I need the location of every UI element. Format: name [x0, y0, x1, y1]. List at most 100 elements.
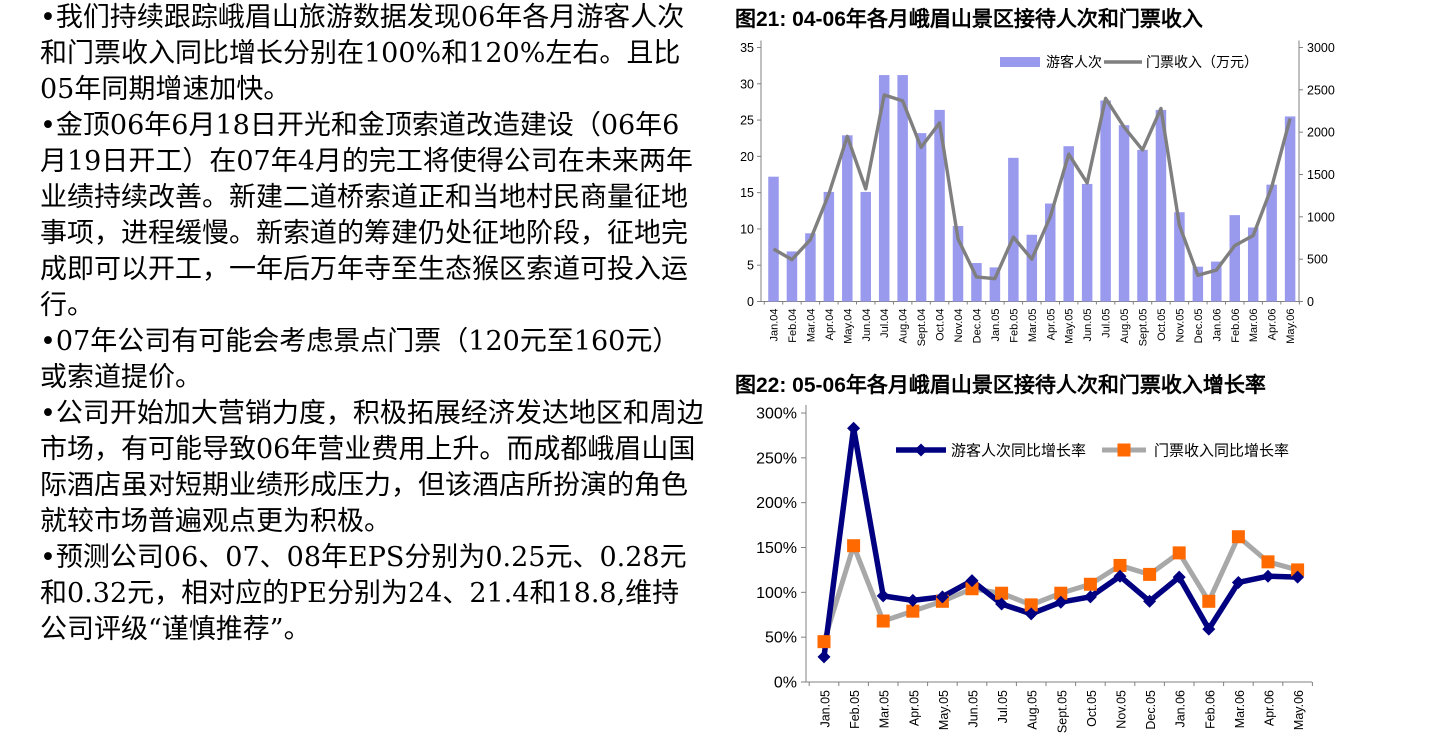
note-paragraph-1: •我们持续跟踪峨眉山旅游数据发现06年各月游客人次和门票收入同比增长分别在100…: [40, 2, 685, 105]
left-axis-tick-label: 5: [747, 259, 754, 273]
left-axis-tick-label: 35: [740, 41, 754, 55]
x-axis-month-label: Jun.05: [1082, 309, 1094, 342]
x-axis-month-label: Mar.06: [1233, 690, 1247, 728]
right-axis-tick-label: 1500: [1307, 168, 1335, 182]
right-axis-tick-label: 0: [1307, 295, 1314, 309]
bar-Apr.05: [1045, 203, 1056, 302]
ticket-revenue-line: [772, 93, 1292, 281]
note-paragraph-5: •预测公司06、07、08年EPS分别为0.25元、0.28元和0.32元，相对…: [40, 542, 687, 645]
x-axis-month-label: Nov.05: [1174, 309, 1186, 343]
x-axis-month-label: Jan.06: [1211, 309, 1223, 342]
ticket-growth-legend-marker: [1117, 443, 1131, 457]
y-axis-tick-label: 0%: [774, 675, 797, 692]
note-paragraph-2: •金顶06年6月18日开光和金顶索道改造建设（06年6月19日开工）在07年4月…: [40, 110, 693, 321]
y-axis-tick-label: 250%: [756, 450, 797, 467]
bar-Apr.06: [1266, 184, 1277, 302]
x-axis-month-label: Nov.04: [953, 309, 965, 343]
x-axis-month-label: Aug.05: [1026, 690, 1040, 730]
left-axis-tick-label: 10: [740, 222, 754, 236]
x-axis-month-label: Mar.06: [1248, 309, 1260, 343]
x-axis-month-label: Mar.05: [878, 690, 892, 728]
x-axis-month-label: Mar.05: [1027, 309, 1039, 343]
x-axis-month-label: Oct.05: [1156, 309, 1168, 341]
bar-Mar.05: [1026, 234, 1038, 302]
visitor-growth-line: [821, 425, 1298, 658]
left-axis-tick-label: 15: [740, 186, 754, 200]
x-axis-month-label: Jul.04: [879, 309, 891, 338]
visitor-legend-label: 游客人次: [1046, 54, 1102, 70]
bar-Jan.04: [768, 176, 779, 302]
left-axis-tick-label: 30: [740, 77, 754, 91]
x-axis-month-label: May.06: [1292, 690, 1306, 730]
y-axis-tick-label: 100%: [756, 585, 797, 602]
bar-Nov.05: [1174, 212, 1185, 302]
x-axis-month-label: Jan.06: [1174, 690, 1188, 728]
x-axis-month-label: Jun.05: [967, 690, 981, 728]
x-axis-month-label: Jan.05: [990, 309, 1002, 342]
note-paragraph-4: •公司开始加大营销力度，积极拓展经济发达地区和周边市场，有可能导致06年营业费用…: [40, 398, 704, 537]
figure21-title: 图21: 04-06年各月峨眉山景区接待人次和门票收入: [735, 8, 1203, 31]
visitor-count-bars: [768, 75, 1296, 302]
ticket-legend-label: 门票收入（万元）: [1146, 54, 1258, 70]
x-axis-month-label: May.05: [1064, 309, 1076, 344]
x-axis-month-label: Apr.06: [1267, 309, 1279, 341]
bar-Dec.04: [971, 263, 982, 302]
bar-Oct.04: [934, 109, 945, 302]
figure21-legend: 游客人次 门票收入（万元）: [1000, 54, 1258, 70]
bar-May.06: [1284, 116, 1296, 302]
x-axis-month-label: Dec.05: [1144, 690, 1158, 730]
x-axis-month-label: Jan.05: [819, 690, 833, 728]
y-axis-tick-label: 50%: [765, 630, 797, 647]
y-axis-tick-label: 200%: [756, 495, 797, 512]
bar-Feb.05: [1008, 157, 1019, 302]
x-axis-month-label: Sept.05: [1055, 690, 1069, 733]
analysis-notes: •我们持续跟踪峨眉山旅游数据发现06年各月游客人次和门票收入同比增长分别在100…: [40, 0, 704, 648]
bar-Feb.06: [1229, 215, 1240, 302]
figure22-chart: 0% 50% 100% 150% 200% 250% 300% Jan.05 Feb.05 Mar…: [756, 405, 1313, 733]
bar-Dec.05: [1192, 266, 1204, 302]
x-axis-month-label: Feb.05: [1008, 309, 1020, 343]
bar-Feb.04: [786, 251, 798, 302]
x-axis-month-label: Apr.06: [1263, 690, 1277, 726]
visitor-growth-legend-marker: [914, 443, 928, 457]
x-axis-month-label: Jul.05: [1101, 309, 1113, 338]
x-axis-month-label: May.04: [842, 309, 854, 344]
figure21-chart: 0 5 10 15 20 25 30 35 0 500 1000 1500 2000 2500 3000 Ja…: [740, 40, 1335, 347]
bar-Aug.05: [1118, 125, 1130, 302]
bar-Jun.05: [1081, 183, 1093, 302]
note-paragraph-3: •07年公司有可能会考虑景点门票（120元至160元）或索道提价。: [40, 326, 680, 393]
x-axis-month-label: Sept.04: [916, 309, 928, 347]
bar-Oct.05: [1155, 109, 1167, 302]
bar-Nov.04: [952, 226, 964, 302]
bar-Sept.05: [1137, 149, 1148, 302]
x-axis-month-label: Jan.04: [769, 309, 781, 342]
x-axis-month-label: Nov.05: [1115, 690, 1129, 729]
bar-Jan.05: [989, 267, 1001, 302]
x-axis-month-label: Sept.05: [1138, 309, 1150, 347]
x-axis-month-label: Dec.04: [971, 309, 983, 344]
x-axis-month-label: Feb.04: [787, 309, 799, 343]
right-axis-tick-label: 1000: [1307, 210, 1335, 224]
x-axis-month-label: Apr.05: [907, 690, 921, 726]
bar-Jul.05: [1100, 100, 1111, 302]
right-axis-tick-label: 500: [1307, 253, 1328, 267]
x-axis-month-label: Oct.05: [1085, 690, 1099, 727]
x-axis-month-label: Oct.04: [935, 309, 947, 341]
x-axis-month-label: Feb.05: [848, 690, 862, 729]
right-axis-tick-label: 3000: [1307, 41, 1335, 55]
bar-Apr.04: [823, 191, 835, 302]
bar-Sept.04: [915, 133, 927, 302]
x-axis-month-label: Feb.06: [1203, 690, 1217, 729]
y-axis-tick-label: 300%: [756, 406, 797, 423]
bar-Mar.06: [1247, 227, 1259, 302]
x-axis-month-label: Jun.04: [861, 309, 873, 342]
bar-Jan.06: [1211, 261, 1222, 302]
x-axis-month-label: Mar.04: [805, 309, 817, 343]
figure22-title: 图22: 05-06年各月峨眉山景区接待人次和门票收入增长率: [735, 374, 1266, 397]
right-axis-tick-label: 2500: [1307, 83, 1335, 97]
x-axis-month-label: May.05: [937, 690, 951, 730]
visitor-growth-markers: [817, 421, 1305, 664]
ticket-growth-legend-label: 门票收入同比增长率: [1154, 443, 1289, 460]
x-axis-month-label: May.06: [1285, 309, 1297, 344]
